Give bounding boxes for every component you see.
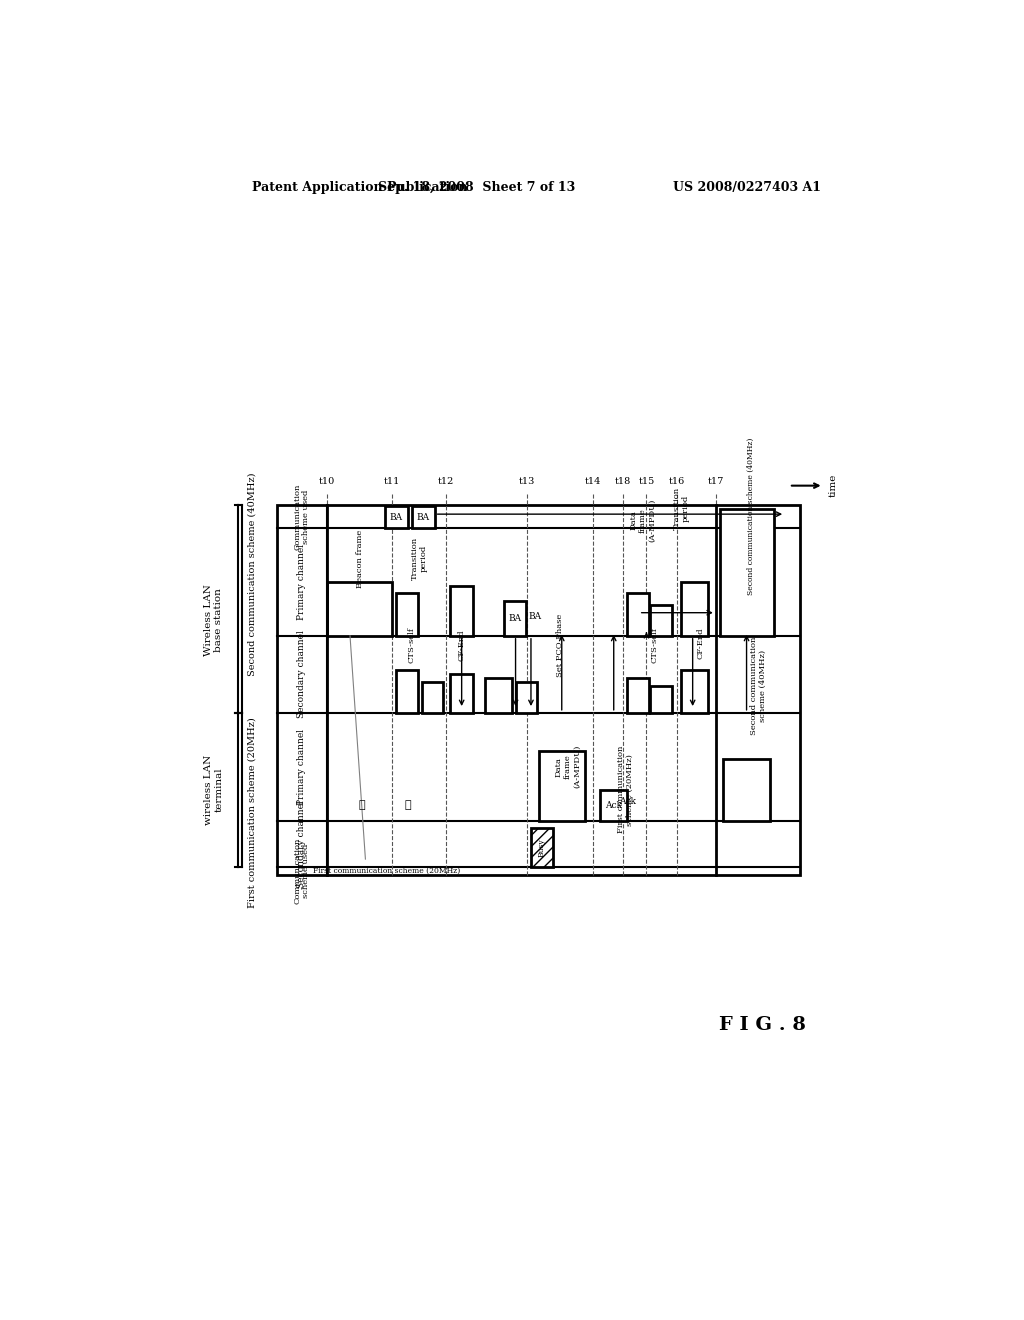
Text: First communication scheme (20MHz): First communication scheme (20MHz) [313,867,460,875]
Bar [451,586,473,636]
Text: BA: BA [390,512,402,521]
Bar [628,594,649,636]
Text: Beacon frame: Beacon frame [355,529,364,587]
Text: First communication scheme (20MHz): First communication scheme (20MHz) [248,718,257,908]
Text: BA: BA [417,512,430,521]
Text: Ack: Ack [618,797,636,805]
Bar [681,671,708,713]
Bar [422,682,443,713]
Bar [531,829,553,867]
Text: Communication
scheme used: Communication scheme used [293,837,310,904]
Text: Transition
period: Transition period [673,487,690,531]
Text: Ack: Ack [605,801,623,809]
Bar [327,582,392,636]
Text: time: time [828,474,838,498]
Text: t13: t13 [519,478,536,486]
Bar [515,682,538,713]
Text: t10: t10 [318,478,335,486]
Text: Wireless LAN
base station: Wireless LAN base station [204,585,223,656]
Text: Data
frame
(A-MPDU): Data frame (A-MPDU) [630,499,655,543]
Text: First communication
scheme (20MHz): First communication scheme (20MHz) [616,746,634,833]
Text: Second communication scheme (40MHz): Second communication scheme (40MHz) [248,473,257,676]
Bar [650,605,672,636]
Text: CF-End: CF-End [696,628,705,659]
Bar [396,671,418,713]
Text: t12: t12 [438,478,455,486]
Bar [724,759,770,821]
Bar [504,601,525,636]
Text: Second communication
scheme (40MHz): Second communication scheme (40MHz) [750,636,767,735]
Text: CTS-self: CTS-self [650,627,658,663]
Bar [628,678,649,713]
Text: t16: t16 [669,478,685,486]
Text: Transition
period: Transition period [411,537,428,581]
Text: ✕: ✕ [358,800,365,810]
Text: Sep. 18, 2008  Sheet 7 of 13: Sep. 18, 2008 Sheet 7 of 13 [379,181,575,194]
Bar [681,582,708,636]
Text: Patent Application Publication: Patent Application Publication [252,181,468,194]
Bar [396,594,418,636]
Text: Primary channel: Primary channel [297,729,306,805]
Bar [600,789,628,821]
Text: CF-End: CF-End [458,630,466,661]
Text: Data
frame
(A-MPDU): Data frame (A-MPDU) [554,744,581,788]
Text: Secondary channel: Secondary channel [297,800,306,887]
Text: t18: t18 [615,478,632,486]
Bar [385,507,408,528]
Text: wireless LAN
terminal: wireless LAN terminal [204,755,223,825]
Text: US 2008/0227403 A1: US 2008/0227403 A1 [673,181,820,194]
Bar [276,506,801,875]
Bar [484,678,512,713]
Text: ✕: ✕ [404,800,411,810]
Text: Secondary channel: Secondary channel [297,631,306,718]
Text: t11: t11 [384,478,400,486]
Text: BA: BA [528,612,542,620]
Text: Primary channel: Primary channel [297,544,306,620]
Text: t14: t14 [585,478,601,486]
Text: BA: BA [508,614,521,623]
Text: t17: t17 [708,478,724,486]
Bar [451,675,473,713]
Text: F I G . 8: F I G . 8 [719,1015,806,1034]
Text: Set PCO Phase: Set PCO Phase [556,614,564,677]
Bar [650,686,672,713]
Bar [412,507,435,528]
Text: Second communication scheme (40MHz): Second communication scheme (40MHz) [746,438,755,595]
Text: t15: t15 [638,478,654,486]
Bar [539,751,585,821]
Text: Communication
scheme used: Communication scheme used [293,483,310,549]
Text: Busy: Busy [538,838,546,857]
Bar [720,508,773,636]
Text: CTS-self: CTS-self [408,627,416,663]
